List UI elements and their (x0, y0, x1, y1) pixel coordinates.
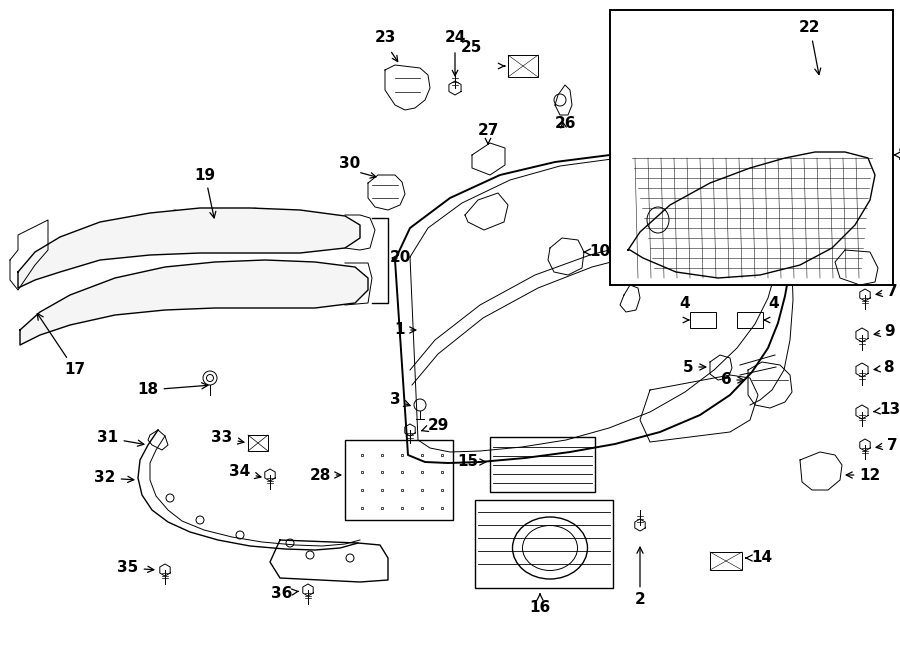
Text: 17: 17 (37, 313, 86, 377)
Text: 29: 29 (421, 418, 449, 432)
Text: 36: 36 (271, 586, 299, 600)
Bar (610, 10, 893, 285)
Text: 34: 34 (230, 465, 261, 479)
Text: 20: 20 (390, 251, 410, 266)
Text: 18: 18 (138, 383, 208, 397)
Text: 2: 2 (634, 547, 645, 607)
Text: 30: 30 (339, 156, 361, 171)
Text: 5: 5 (683, 360, 706, 375)
Bar (710, 552, 742, 570)
Text: 9: 9 (874, 325, 896, 340)
Text: 4: 4 (768, 296, 778, 311)
Text: 10: 10 (584, 245, 610, 260)
Text: 33: 33 (212, 430, 244, 446)
Bar (508, 55, 538, 77)
Text: 35: 35 (117, 561, 154, 576)
Bar (248, 435, 268, 451)
Text: 13: 13 (874, 403, 900, 418)
Text: 7: 7 (876, 438, 897, 453)
Text: 22: 22 (799, 20, 821, 75)
Text: 31: 31 (97, 430, 144, 446)
Text: 8: 8 (874, 360, 894, 375)
Text: 14: 14 (746, 551, 772, 566)
Text: 25: 25 (461, 40, 482, 55)
Text: 15: 15 (457, 455, 486, 469)
Text: 11: 11 (609, 264, 631, 284)
Text: 1: 1 (395, 323, 416, 338)
Text: 26: 26 (554, 116, 576, 131)
Text: 27: 27 (477, 123, 499, 138)
Bar (490, 437, 595, 492)
Text: 23: 23 (374, 30, 396, 45)
Bar (690, 312, 716, 328)
Text: 3: 3 (390, 393, 410, 407)
Text: 6: 6 (721, 373, 743, 387)
Text: 32: 32 (94, 471, 134, 485)
Text: 4: 4 (680, 296, 690, 311)
Text: 19: 19 (194, 167, 216, 218)
Text: 16: 16 (529, 594, 551, 615)
Text: 7: 7 (876, 284, 897, 299)
Bar (737, 312, 763, 328)
Text: 24: 24 (445, 30, 465, 45)
Bar (475, 500, 613, 588)
Text: 12: 12 (846, 467, 880, 483)
Text: 28: 28 (310, 467, 341, 483)
Polygon shape (20, 260, 368, 345)
Polygon shape (18, 208, 360, 288)
Text: 21: 21 (898, 147, 900, 163)
Bar (345, 440, 453, 520)
